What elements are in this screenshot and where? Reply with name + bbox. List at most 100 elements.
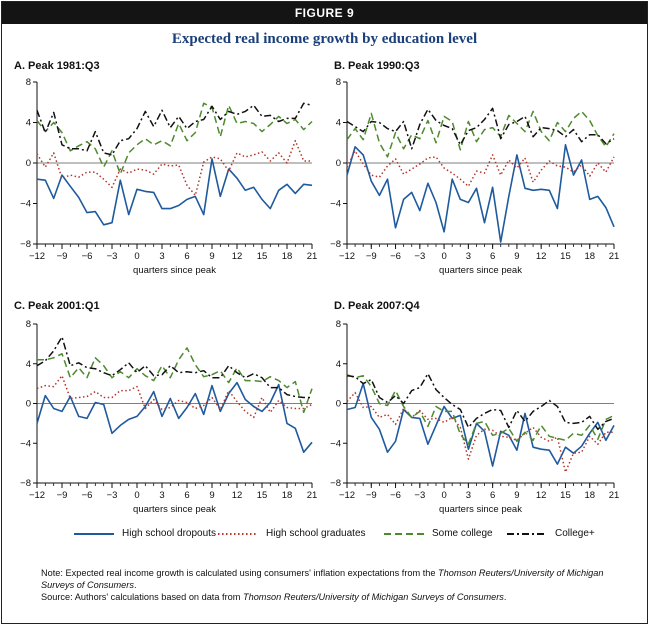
y-tick-label: 4 — [336, 118, 341, 129]
chart-panel-1: A. Peak 1981:Q3 −8 −4 0 4 8 −12 −9 −6 −3 0 3 6 9 12 15 1… — [14, 60, 317, 276]
y-tick-label: 4 — [26, 118, 31, 129]
x-tick-label: 21 — [609, 490, 620, 501]
x-tick-label: 3 — [159, 490, 164, 501]
x-tick-label: 0 — [134, 490, 139, 501]
x-tick-label: 6 — [184, 251, 189, 262]
y-tick-label: −4 — [330, 199, 341, 210]
x-tick-label: 15 — [560, 251, 571, 262]
figure-label: FIGURE 9 — [2, 2, 647, 24]
legend-label: High school dropouts — [122, 528, 216, 539]
x-tick-label: 6 — [490, 251, 495, 262]
legend: High school dropouts High school graduat… — [2, 528, 647, 548]
y-tick-label: 8 — [336, 77, 341, 88]
x-tick-label: 12 — [536, 490, 547, 501]
series-line-college — [36, 336, 312, 399]
x-tick-label: 15 — [257, 251, 268, 262]
series-line-high-school-dropouts — [346, 144, 615, 243]
x-tick-label: 12 — [232, 251, 243, 262]
y-tick-label: 4 — [26, 359, 31, 370]
x-tick-label: 21 — [609, 251, 620, 262]
note-end: . — [133, 580, 137, 590]
y-tick-label: 8 — [26, 77, 31, 88]
series-line-college — [346, 107, 615, 150]
y-tick-label: −8 — [330, 239, 341, 250]
legend-swatch-college-plus — [507, 532, 547, 535]
x-tick-label: −3 — [107, 490, 118, 501]
legend-item-college-plus: College+ — [507, 528, 595, 539]
legend-label: Some college — [432, 528, 493, 539]
series-line-high-school-dropouts — [346, 382, 615, 467]
legend-swatch-graduates — [218, 532, 258, 535]
x-tick-label: −3 — [414, 251, 425, 262]
y-tick-label: 0 — [26, 158, 31, 169]
y-tick-label: 0 — [336, 399, 341, 410]
x-tick-label: 15 — [560, 490, 571, 501]
y-tick-label: −4 — [20, 438, 31, 449]
series-line-college — [346, 372, 615, 431]
series-line-high-school-dropouts — [36, 158, 313, 226]
x-tick-label: −6 — [82, 251, 93, 262]
series-line-high-school-graduates — [36, 374, 313, 419]
figure-title: Expected real income growth by education… — [171, 31, 478, 47]
x-tick-label: 18 — [584, 251, 595, 262]
source-line: Source: Authors' calculations based on d… — [41, 591, 631, 603]
x-axis-title: quarters since peak — [439, 504, 522, 515]
x-tick-label: 21 — [307, 490, 318, 501]
x-tick-label: 3 — [466, 251, 471, 262]
legend-swatch-dropouts — [74, 532, 114, 535]
y-tick-label: 4 — [336, 359, 341, 370]
series-line-some-college — [36, 102, 313, 175]
legend-swatch-some-college — [384, 532, 424, 535]
x-tick-label: 18 — [282, 251, 293, 262]
x-tick-label: 9 — [514, 490, 519, 501]
y-tick-label: −8 — [20, 239, 31, 250]
legend-label: High school graduates — [266, 528, 366, 539]
x-tick-label: −9 — [366, 490, 377, 501]
x-tick-label: 0 — [441, 251, 446, 262]
y-tick-label: 8 — [336, 319, 341, 330]
series-line-high-school-graduates — [346, 150, 615, 188]
charts-area: A. Peak 1981:Q3 −8 −4 0 4 8 −12 −9 −6 −3 0 3 6 9 12 15 1… — [14, 60, 620, 515]
x-axis-title: quarters since peak — [133, 504, 216, 515]
y-tick-label: 0 — [26, 399, 31, 410]
x-tick-label: −12 — [339, 490, 355, 501]
x-tick-label: 6 — [184, 490, 189, 501]
y-tick-label: 8 — [26, 319, 31, 330]
x-tick-label: −12 — [29, 251, 45, 262]
series-line-some-college — [346, 110, 615, 158]
x-tick-label: 21 — [307, 251, 318, 262]
legend-item-some-college: Some college — [384, 528, 493, 539]
x-tick-label: 12 — [232, 490, 243, 501]
x-tick-label: 6 — [490, 490, 495, 501]
source-end: . — [503, 592, 507, 602]
x-tick-label: −9 — [57, 490, 68, 501]
y-tick-label: −4 — [20, 199, 31, 210]
series-line-high-school-graduates — [346, 391, 614, 473]
legend-item-dropouts: High school dropouts — [74, 528, 216, 539]
x-tick-label: 15 — [257, 490, 268, 501]
note-line: Note: Expected real income growth is cal… — [41, 567, 631, 591]
x-tick-label: −3 — [107, 251, 118, 262]
chart-panel-3: C. Peak 2001:Q1 −8 −4 0 4 8 −12 −9 −6 −3 0 3 6 9 12 15 1… — [14, 300, 317, 515]
x-tick-label: −9 — [57, 251, 68, 262]
series-line-high-school-graduates — [36, 139, 312, 197]
legend-label: College+ — [555, 528, 595, 539]
x-tick-label: 9 — [514, 251, 519, 262]
x-axis-title: quarters since peak — [439, 265, 522, 276]
series-line-college — [36, 102, 313, 156]
notes: Note: Expected real income growth is cal… — [41, 567, 631, 603]
y-tick-label: −4 — [330, 438, 341, 449]
x-tick-label: 3 — [466, 490, 471, 501]
source-text: Source: Authors' calculations based on d… — [41, 592, 243, 602]
x-tick-label: −9 — [366, 251, 377, 262]
x-tick-label: 18 — [584, 490, 595, 501]
x-tick-label: 9 — [209, 251, 214, 262]
series-line-some-college — [346, 373, 615, 445]
x-tick-label: 0 — [134, 251, 139, 262]
x-tick-label: −3 — [414, 490, 425, 501]
x-tick-label: 0 — [441, 490, 446, 501]
chart-panel-4: D. Peak 2007:Q4 −8 −4 0 4 8 −12 −9 −6 −3 0 3 6 9 12 15 1… — [330, 300, 619, 515]
y-tick-label: 0 — [336, 158, 341, 169]
x-axis-title: quarters since peak — [133, 265, 216, 276]
